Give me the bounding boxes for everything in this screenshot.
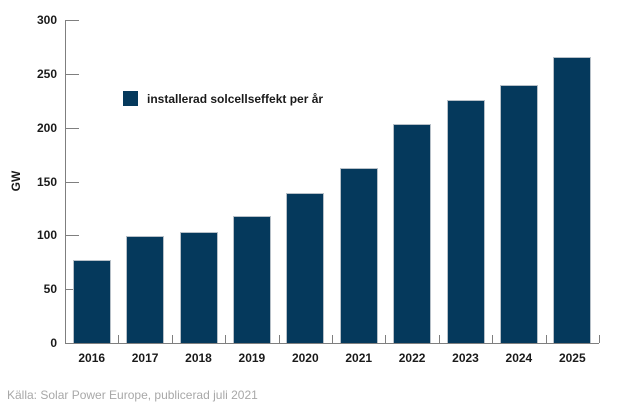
legend-label: installerad solcellseffekt per år xyxy=(147,91,324,106)
bar-2018 xyxy=(179,232,218,343)
y-tick-label: 150 xyxy=(36,174,57,189)
bar-2025 xyxy=(553,56,592,343)
y-tick-label: 50 xyxy=(43,282,57,297)
x-tick-label-2022: 2022 xyxy=(398,351,426,365)
x-tick-label-2018: 2018 xyxy=(185,351,212,365)
bar-2019 xyxy=(232,215,271,343)
y-tick-label: 0 xyxy=(50,336,57,350)
x-tick-mark xyxy=(599,335,600,343)
bar-2016 xyxy=(72,260,111,343)
y-tick-label: 250 xyxy=(36,66,57,81)
x-tick-label-2024: 2024 xyxy=(505,351,533,365)
source-note: Källa: Solar Power Europe, publicerad ju… xyxy=(7,388,258,402)
x-tick-mark xyxy=(385,335,387,343)
x-tick-mark xyxy=(171,335,173,343)
x-tick-label-2020: 2020 xyxy=(291,351,319,365)
y-tick-mark xyxy=(66,343,79,344)
x-tick-label-2019: 2019 xyxy=(238,351,266,365)
bar-2023 xyxy=(446,99,485,343)
bar-2017 xyxy=(126,236,165,343)
x-tick-label-2017: 2017 xyxy=(131,351,159,365)
y-tick-label: 200 xyxy=(36,120,57,135)
y-tick-mark xyxy=(66,20,79,21)
legend: installerad solcellseffekt per år xyxy=(123,91,323,106)
x-tick-mark xyxy=(545,335,547,343)
bar-2022 xyxy=(393,124,432,343)
y-axis-line xyxy=(65,20,66,343)
x-tick-mark xyxy=(492,335,494,343)
y-tick-mark xyxy=(66,181,79,183)
x-tick-label-2023: 2023 xyxy=(452,351,479,365)
y-tick-mark xyxy=(66,73,79,75)
y-tick-mark xyxy=(66,127,79,129)
bar-2024 xyxy=(499,84,538,343)
x-axis-line xyxy=(65,343,599,344)
y-tick-mark xyxy=(66,289,79,291)
x-tick-label-2021: 2021 xyxy=(345,351,373,365)
legend-swatch-icon xyxy=(123,91,138,106)
y-tick-label: 300 xyxy=(36,13,57,27)
y-tick-mark xyxy=(66,235,79,237)
x-tick-label-2016: 2016 xyxy=(78,351,106,365)
x-tick-mark xyxy=(225,335,227,343)
x-tick-mark xyxy=(438,335,440,343)
bar-2020 xyxy=(286,193,325,343)
bar-2021 xyxy=(339,167,378,343)
y-tick-label: 100 xyxy=(36,228,57,243)
x-tick-mark xyxy=(332,335,333,343)
x-tick-label-2025: 2025 xyxy=(558,351,586,365)
x-tick-mark xyxy=(118,335,120,343)
x-tick-mark xyxy=(65,335,66,343)
x-tick-mark xyxy=(278,335,280,343)
